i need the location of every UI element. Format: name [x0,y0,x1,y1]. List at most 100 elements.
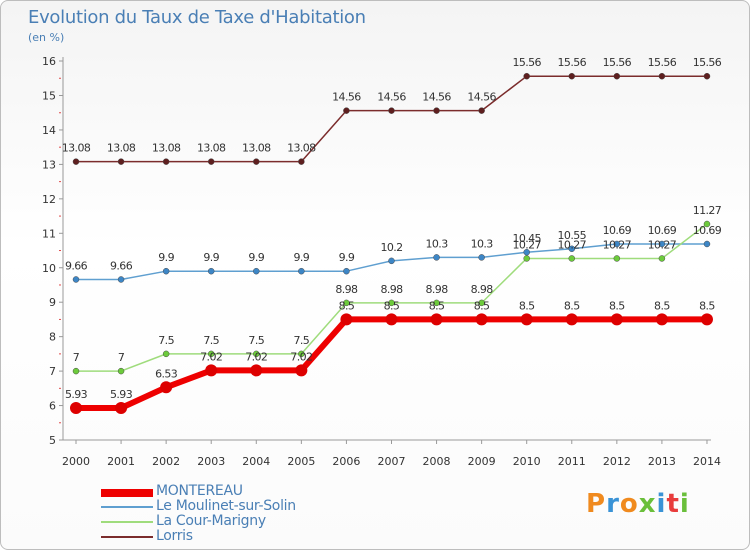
data-label-la-cour-marigny: 7.5 [248,334,264,347]
data-point-la-cour-marigny [703,220,711,228]
data-point-montereau [655,313,668,326]
x-tick-label: 2008 [423,455,451,468]
y-tick-label: 15 [42,90,56,103]
y-tick-label: 8 [49,331,56,344]
data-label-lorris: 14.56 [377,91,406,104]
data-point-montereau [295,364,308,377]
data-point-montereau [70,401,82,414]
data-label-le-moulinet-sur-solin: 9.9 [158,251,174,264]
data-point-lorris [207,158,215,165]
data-point-montereau [205,364,218,377]
data-label-montereau: 8.5 [339,299,355,312]
data-point-la-cour-marigny [162,350,170,358]
legend-label-le-moulinet: Le Moulinet-sur-Solin [156,498,296,514]
data-label-lorris: 13.08 [107,142,136,155]
data-label-montereau: 8.5 [474,299,490,312]
data-point-le-moulinet-sur-solin [703,240,711,248]
data-point-lorris [523,72,530,80]
data-point-montereau [520,313,533,326]
legend-swatch-lorris [101,536,153,538]
data-point-la-cour-marigny [658,255,666,262]
x-tick-label: 2004 [242,455,270,468]
data-point-montereau [475,313,488,326]
data-point-le-moulinet-sur-solin [388,257,395,265]
data-label-la-cour-marigny: 7 [118,351,125,364]
data-point-lorris [703,72,711,80]
logo-letter: P [586,489,607,519]
data-point-le-moulinet-sur-solin [253,267,260,275]
data-point-montereau [430,313,443,326]
data-point-montereau [700,313,713,326]
data-point-lorris [433,107,440,114]
data-point-lorris [613,72,621,80]
data-label-montereau: 8.5 [654,299,670,312]
data-label-montereau: 8.5 [699,299,715,312]
data-label-la-cour-marigny: 8.98 [380,283,403,296]
data-point-le-moulinet-sur-solin [298,267,305,275]
data-point-montereau [565,313,578,326]
legend-swatch-le-moulinet [101,506,153,508]
x-tick-label: 2012 [603,455,631,468]
legend-label-montereau: MONTEREAU [156,483,243,499]
legend-label-la-cour-marigny: La Cour-Marigny [156,513,266,529]
x-tick-label: 2005 [287,455,315,468]
x-tick-label: 2014 [693,455,721,468]
data-label-le-moulinet-sur-solin: 10.45 [512,232,541,245]
y-tick-label: 14 [42,124,56,137]
data-point-la-cour-marigny [523,255,530,262]
data-point-la-cour-marigny [388,299,395,307]
data-label-montereau: 5.93 [65,388,88,401]
y-tick-label: 9 [49,296,56,309]
data-label-lorris: 14.56 [422,91,451,104]
data-label-la-cour-marigny: 10.27 [648,238,677,251]
x-tick-label: 2000 [62,455,90,468]
data-point-le-moulinet-sur-solin [433,254,440,261]
data-point-la-cour-marigny [433,299,440,307]
y-tick-label: 5 [49,434,56,447]
legend-swatch-montereau [101,489,153,497]
data-point-la-cour-marigny [72,367,80,375]
data-label-lorris: 15.56 [558,56,587,69]
y-tick-label: 10 [42,262,56,275]
x-tick-label: 2006 [332,455,360,468]
data-label-le-moulinet-sur-solin: 10.69 [603,224,632,237]
data-label-lorris: 13.08 [242,142,271,155]
series-line-montereau [76,316,707,411]
data-label-le-moulinet-sur-solin: 9.9 [248,251,264,264]
legend-swatch-la-cour-marigny [101,521,153,523]
data-point-lorris [162,158,170,165]
data-label-montereau: 6.53 [155,367,178,380]
data-point-le-moulinet-sur-solin [613,240,621,248]
data-label-le-moulinet-sur-solin: 10.55 [558,229,587,242]
data-point-le-moulinet-sur-solin [162,267,170,275]
data-point-montereau [115,401,128,414]
proxiti-logo: Proxiti [586,489,690,519]
data-label-la-cour-marigny: 7.5 [293,334,309,347]
data-label-la-cour-marigny: 7 [73,351,80,364]
data-point-la-cour-marigny [343,299,350,307]
data-point-la-cour-marigny [613,255,621,262]
data-label-lorris: 14.56 [332,91,361,104]
data-label-montereau: 7.02 [200,350,222,363]
data-point-lorris [568,72,576,80]
data-label-le-moulinet-sur-solin: 9.66 [65,259,88,272]
logo-letter: i [679,489,690,519]
data-label-montereau: 8.5 [519,299,535,312]
data-point-lorris [388,107,395,114]
data-point-la-cour-marigny [298,350,305,358]
data-label-lorris: 13.08 [152,142,181,155]
data-label-montereau: 8.5 [384,299,400,312]
data-point-le-moulinet-sur-solin [72,276,80,283]
y-tick-label: 16 [42,55,56,68]
data-point-le-moulinet-sur-solin [568,245,576,253]
y-tick-label: 6 [49,400,56,413]
data-label-le-moulinet-sur-solin: 10.2 [380,241,402,254]
y-tick-label: 12 [42,193,56,206]
x-tick-label: 2007 [377,455,405,468]
data-label-la-cour-marigny: 8.98 [471,283,494,296]
data-label-lorris: 13.08 [62,142,91,155]
data-label-montereau: 8.5 [564,299,580,312]
data-label-la-cour-marigny: 10.27 [512,238,541,251]
